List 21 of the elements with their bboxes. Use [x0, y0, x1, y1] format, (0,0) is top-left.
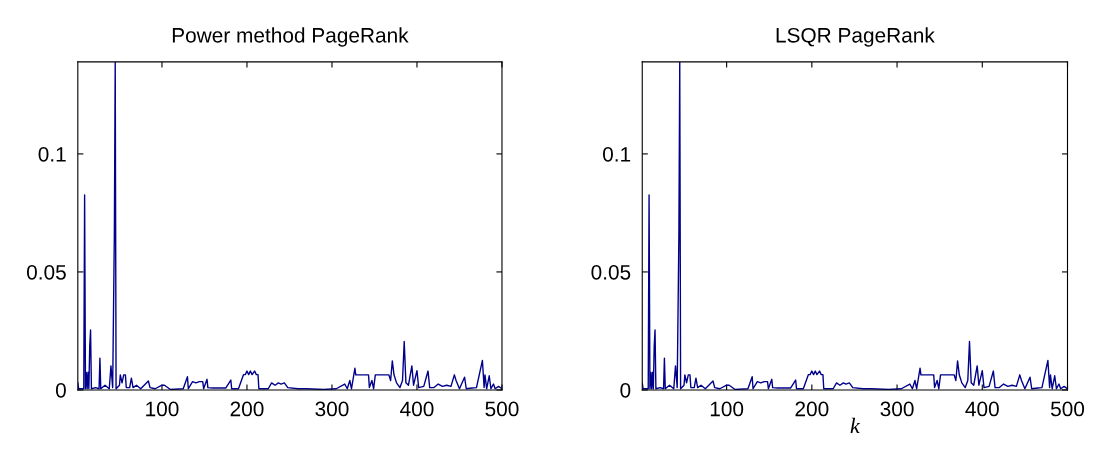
line-series: [77, 61, 502, 390]
x-tick-label: 400: [400, 401, 434, 417]
x-axis-title: k: [850, 417, 861, 434]
x-tick-label: 500: [485, 401, 519, 417]
x-tick-label: 300: [880, 401, 914, 417]
y-tick-label: 0.05: [591, 264, 631, 280]
line-series: [642, 61, 1068, 390]
y-tick-label: 0.1: [38, 146, 66, 162]
y-tick-label: 0: [620, 382, 631, 398]
y-tick-label: 0: [55, 382, 66, 398]
x-tick-label: 100: [710, 401, 744, 417]
y-tick-label: 0.05: [26, 264, 66, 280]
chart-title: Power method PageRank: [172, 27, 409, 47]
x-tick-label: 200: [230, 401, 264, 417]
y-tick-label: 0.1: [603, 146, 631, 162]
x-tick-label: 400: [965, 401, 999, 417]
x-tick-label: 100: [146, 401, 179, 417]
x-tick-label: 500: [1050, 401, 1085, 417]
chart-title: LSQR PageRank: [776, 27, 935, 47]
x-tick-label: 200: [795, 401, 829, 417]
x-tick-label: 300: [315, 401, 349, 417]
